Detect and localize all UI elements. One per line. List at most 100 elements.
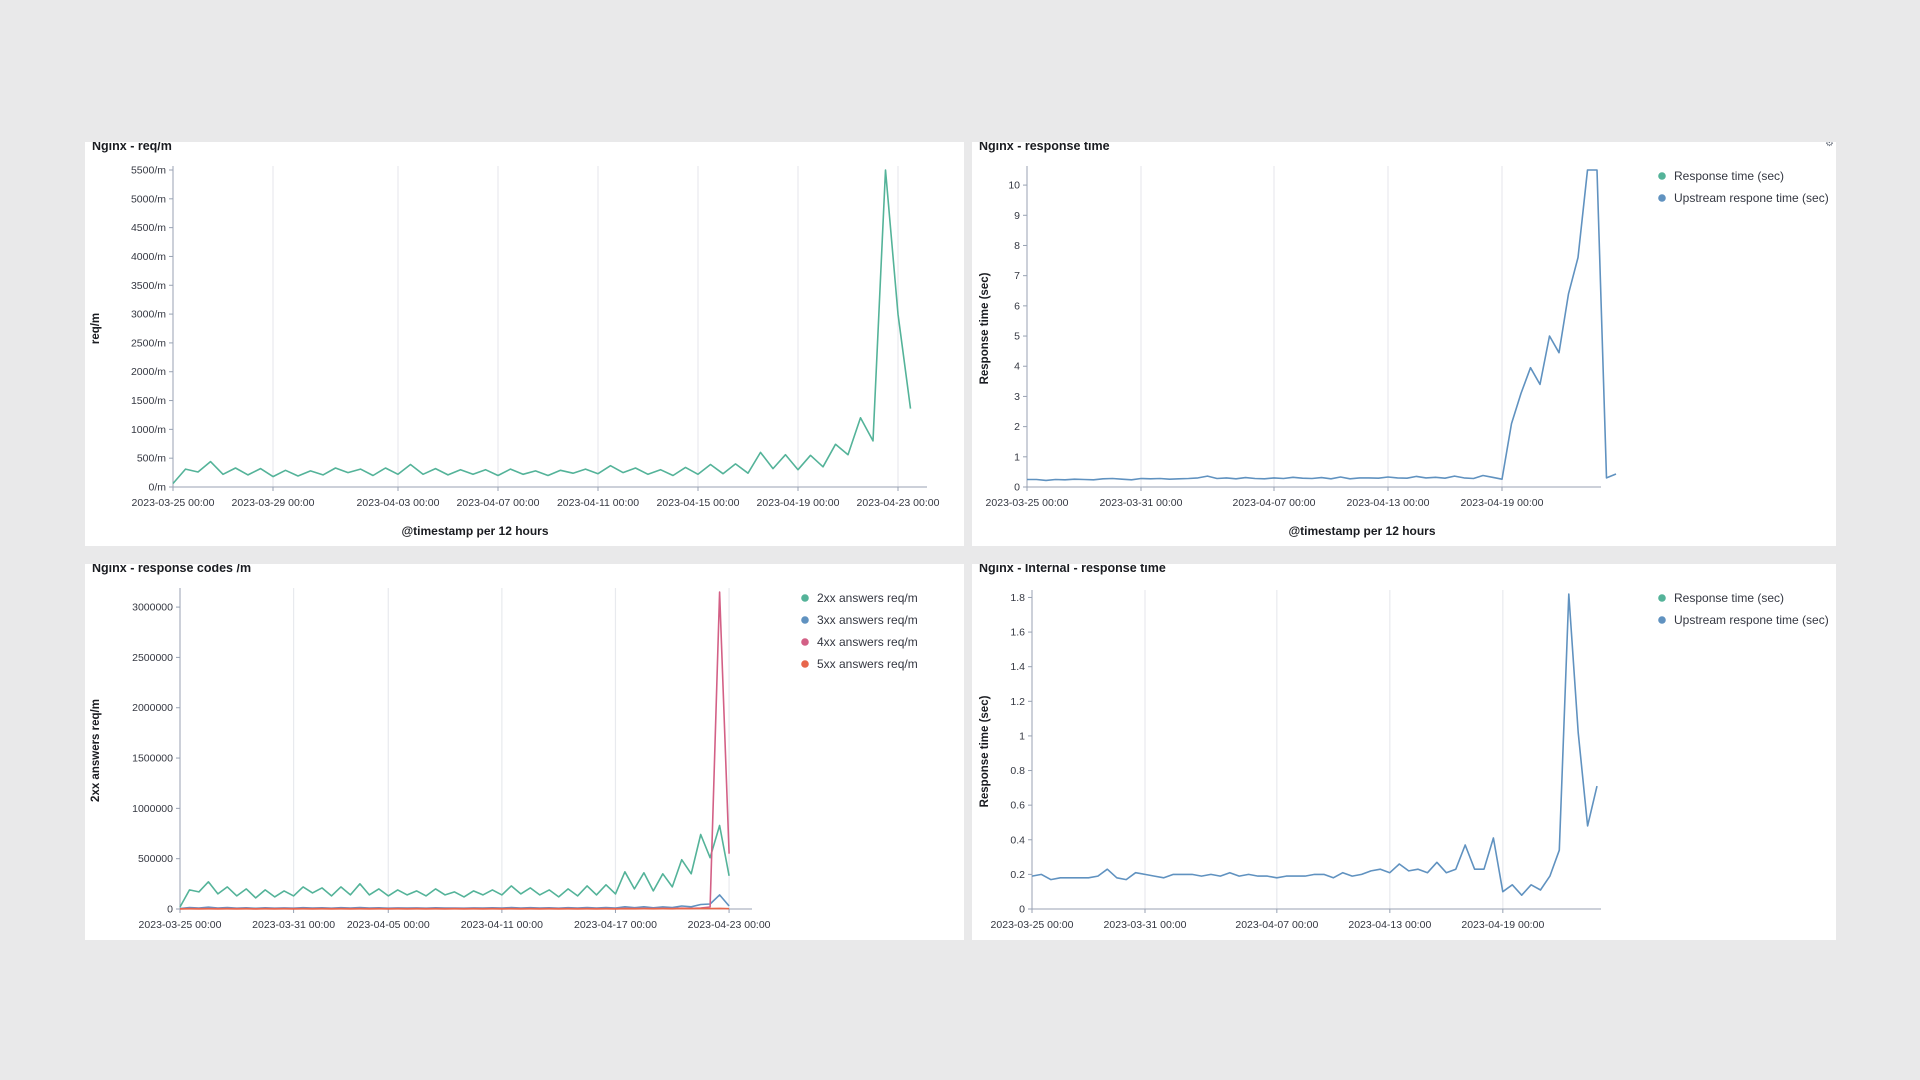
- x-tick-label: 2023-04-19 00:00: [757, 497, 840, 509]
- y-tick-label: 4000/m: [131, 251, 166, 263]
- y-tick-label: 10: [1008, 180, 1020, 192]
- legend-item[interactable]: Upstream respone time (sec): [1674, 191, 1829, 205]
- y-tick-label: 5000/m: [131, 193, 166, 205]
- y-tick-label: 1500000: [132, 753, 173, 765]
- legend-swatch: [1658, 194, 1666, 202]
- x-tick-label: 2023-03-29 00:00: [232, 497, 315, 509]
- y-tick-label: 0: [1019, 904, 1025, 916]
- chart-response-time: 0 1 2 3 4 5 6 7 8 9 10 2023-03-25 00:00 2023-03-31 0…: [979, 166, 1829, 538]
- y-tick-label: 0.8: [1010, 765, 1025, 777]
- series-line-2[interactable]: [1027, 169, 1617, 482]
- series-line-4[interactable]: [179, 907, 730, 910]
- y-tick-label: 2500000: [132, 652, 173, 664]
- x-tick-label: 2023-04-07 00:00: [1235, 919, 1318, 931]
- x-tick-label: 2023-04-17 00:00: [574, 919, 657, 931]
- y-tick-label: 5: [1014, 331, 1020, 343]
- x-tick-label: 2023-03-31 00:00: [1100, 497, 1183, 509]
- legend-item[interactable]: 2xx answers req/m: [817, 591, 918, 605]
- panel-title: Nginx - response codes /m: [92, 564, 252, 575]
- y-tick-label: 0.2: [1010, 869, 1025, 881]
- y-tick-label: 3: [1014, 391, 1020, 403]
- x-tick-label: 2023-04-05 00:00: [347, 919, 430, 931]
- y-tick-label: 2: [1014, 421, 1020, 433]
- x-tick-label: 2023-03-31 00:00: [252, 919, 335, 931]
- y-tick-label: 1000/m: [131, 424, 166, 436]
- legend-swatch: [1658, 594, 1666, 602]
- legend-item[interactable]: Response time (sec): [1674, 169, 1784, 183]
- legend-item[interactable]: Response time (sec): [1674, 591, 1784, 605]
- panel-title: Nginx - Internal - response time: [979, 564, 1166, 575]
- series-line-1[interactable]: [172, 169, 912, 485]
- legend-item[interactable]: 5xx answers req/m: [817, 657, 918, 671]
- panel-response-time: Nginx - response time ⚙ 0 1 2 3 4 5 6 7 8 9 10 2023…: [972, 142, 1836, 546]
- x-tick-label: 2023-03-25 00:00: [986, 497, 1069, 509]
- x-tick-label: 2023-03-25 00:00: [139, 919, 222, 931]
- x-tick-label: 2023-04-19 00:00: [1461, 497, 1544, 509]
- y-tick-label: 2000000: [132, 702, 173, 714]
- y-tick-label: 2000/m: [131, 366, 166, 378]
- panel-internal-response-time: Nginx - Internal - response time 0 0.2 0.4…: [972, 564, 1836, 940]
- panel-req-per-minute: Nginx - req/m 0/m 500/m 1000/m 1500/m 2000/m…: [85, 142, 964, 546]
- legend-swatch: [801, 660, 809, 668]
- legend-item[interactable]: 4xx answers req/m: [817, 635, 918, 649]
- legend-swatch: [801, 638, 809, 646]
- y-tick-label: 7: [1014, 270, 1020, 282]
- y-tick-label: 5500/m: [131, 165, 166, 177]
- y-tick-label: 3500/m: [131, 280, 166, 292]
- x-tick-label: 2023-04-07 00:00: [1233, 497, 1316, 509]
- legend-item[interactable]: Upstream respone time (sec): [1674, 613, 1829, 627]
- x-tick-label: 2023-04-03 00:00: [357, 497, 440, 509]
- y-tick-label: 0.6: [1010, 800, 1025, 812]
- series-line-1[interactable]: [179, 824, 730, 908]
- y-tick-label: 4500/m: [131, 222, 166, 234]
- x-axis-title: @timestamp per 12 hours: [1288, 524, 1435, 538]
- y-tick-label: 1.8: [1010, 592, 1025, 604]
- legend-swatch: [1658, 172, 1666, 180]
- x-tick-label: 2023-03-31 00:00: [1104, 919, 1187, 931]
- chart-req-per-minute: 0/m 500/m 1000/m 1500/m 2000/m 2500/m 3000/m 35…: [90, 165, 940, 539]
- y-tick-label: 500/m: [137, 453, 166, 465]
- y-tick-label: 1.6: [1010, 627, 1025, 639]
- y-tick-label: 8: [1014, 240, 1020, 252]
- series-line-2[interactable]: [179, 894, 730, 910]
- x-tick-label: 2023-04-07 00:00: [457, 497, 540, 509]
- y-tick-label: 1: [1019, 730, 1025, 742]
- x-tick-label: 2023-04-23 00:00: [857, 497, 940, 509]
- y-tick-label: 6: [1014, 300, 1020, 312]
- x-tick-label: 2023-04-13 00:00: [1347, 497, 1430, 509]
- legend-swatch: [1658, 616, 1666, 624]
- y-tick-label: 4: [1014, 361, 1020, 373]
- y-tick-label: 0/m: [148, 482, 166, 494]
- y-tick-label: 9: [1014, 210, 1020, 222]
- y-tick-label: 1500/m: [131, 395, 166, 407]
- y-axis-title: Response time (sec): [979, 695, 991, 807]
- y-tick-label: 1.2: [1010, 696, 1025, 708]
- y-tick-label: 0.4: [1010, 834, 1025, 846]
- y-tick-label: 1000000: [132, 803, 173, 815]
- y-axis-title: 2xx answers req/m: [90, 699, 102, 802]
- x-tick-label: 2023-04-13 00:00: [1348, 919, 1431, 931]
- y-tick-label: 3000/m: [131, 309, 166, 321]
- chart-response-codes: 0 500000 1000000 1500000 2000000 2500000 30000…: [90, 588, 918, 931]
- panel-options-icon[interactable]: ⚙: [1825, 142, 1834, 149]
- y-tick-label: 1: [1014, 451, 1020, 463]
- legend-swatch: [801, 594, 809, 602]
- x-tick-label: 2023-04-15 00:00: [657, 497, 740, 509]
- x-tick-label: 2023-04-23 00:00: [688, 919, 771, 931]
- legend-swatch: [801, 616, 809, 624]
- x-tick-label: 2023-04-11 00:00: [557, 497, 639, 509]
- y-tick-label: 0: [167, 904, 173, 916]
- x-tick-label: 2023-04-19 00:00: [1461, 919, 1544, 931]
- y-axis-title: Response time (sec): [979, 272, 991, 384]
- y-tick-label: 0: [1014, 482, 1020, 494]
- y-tick-label: 3000000: [132, 602, 173, 614]
- y-tick-label: 500000: [138, 853, 173, 865]
- series-line-2[interactable]: [1031, 593, 1598, 897]
- series-line-3[interactable]: [179, 591, 730, 910]
- panel-title: Nginx - req/m: [92, 142, 172, 153]
- x-tick-label: 2023-04-11 00:00: [461, 919, 543, 931]
- panel-title: Nginx - response time: [979, 142, 1110, 153]
- y-axis-title: req/m: [90, 313, 102, 344]
- legend-item[interactable]: 3xx answers req/m: [817, 613, 918, 627]
- panel-response-codes: Nginx - response codes /m 0 500000 1000000…: [85, 564, 964, 940]
